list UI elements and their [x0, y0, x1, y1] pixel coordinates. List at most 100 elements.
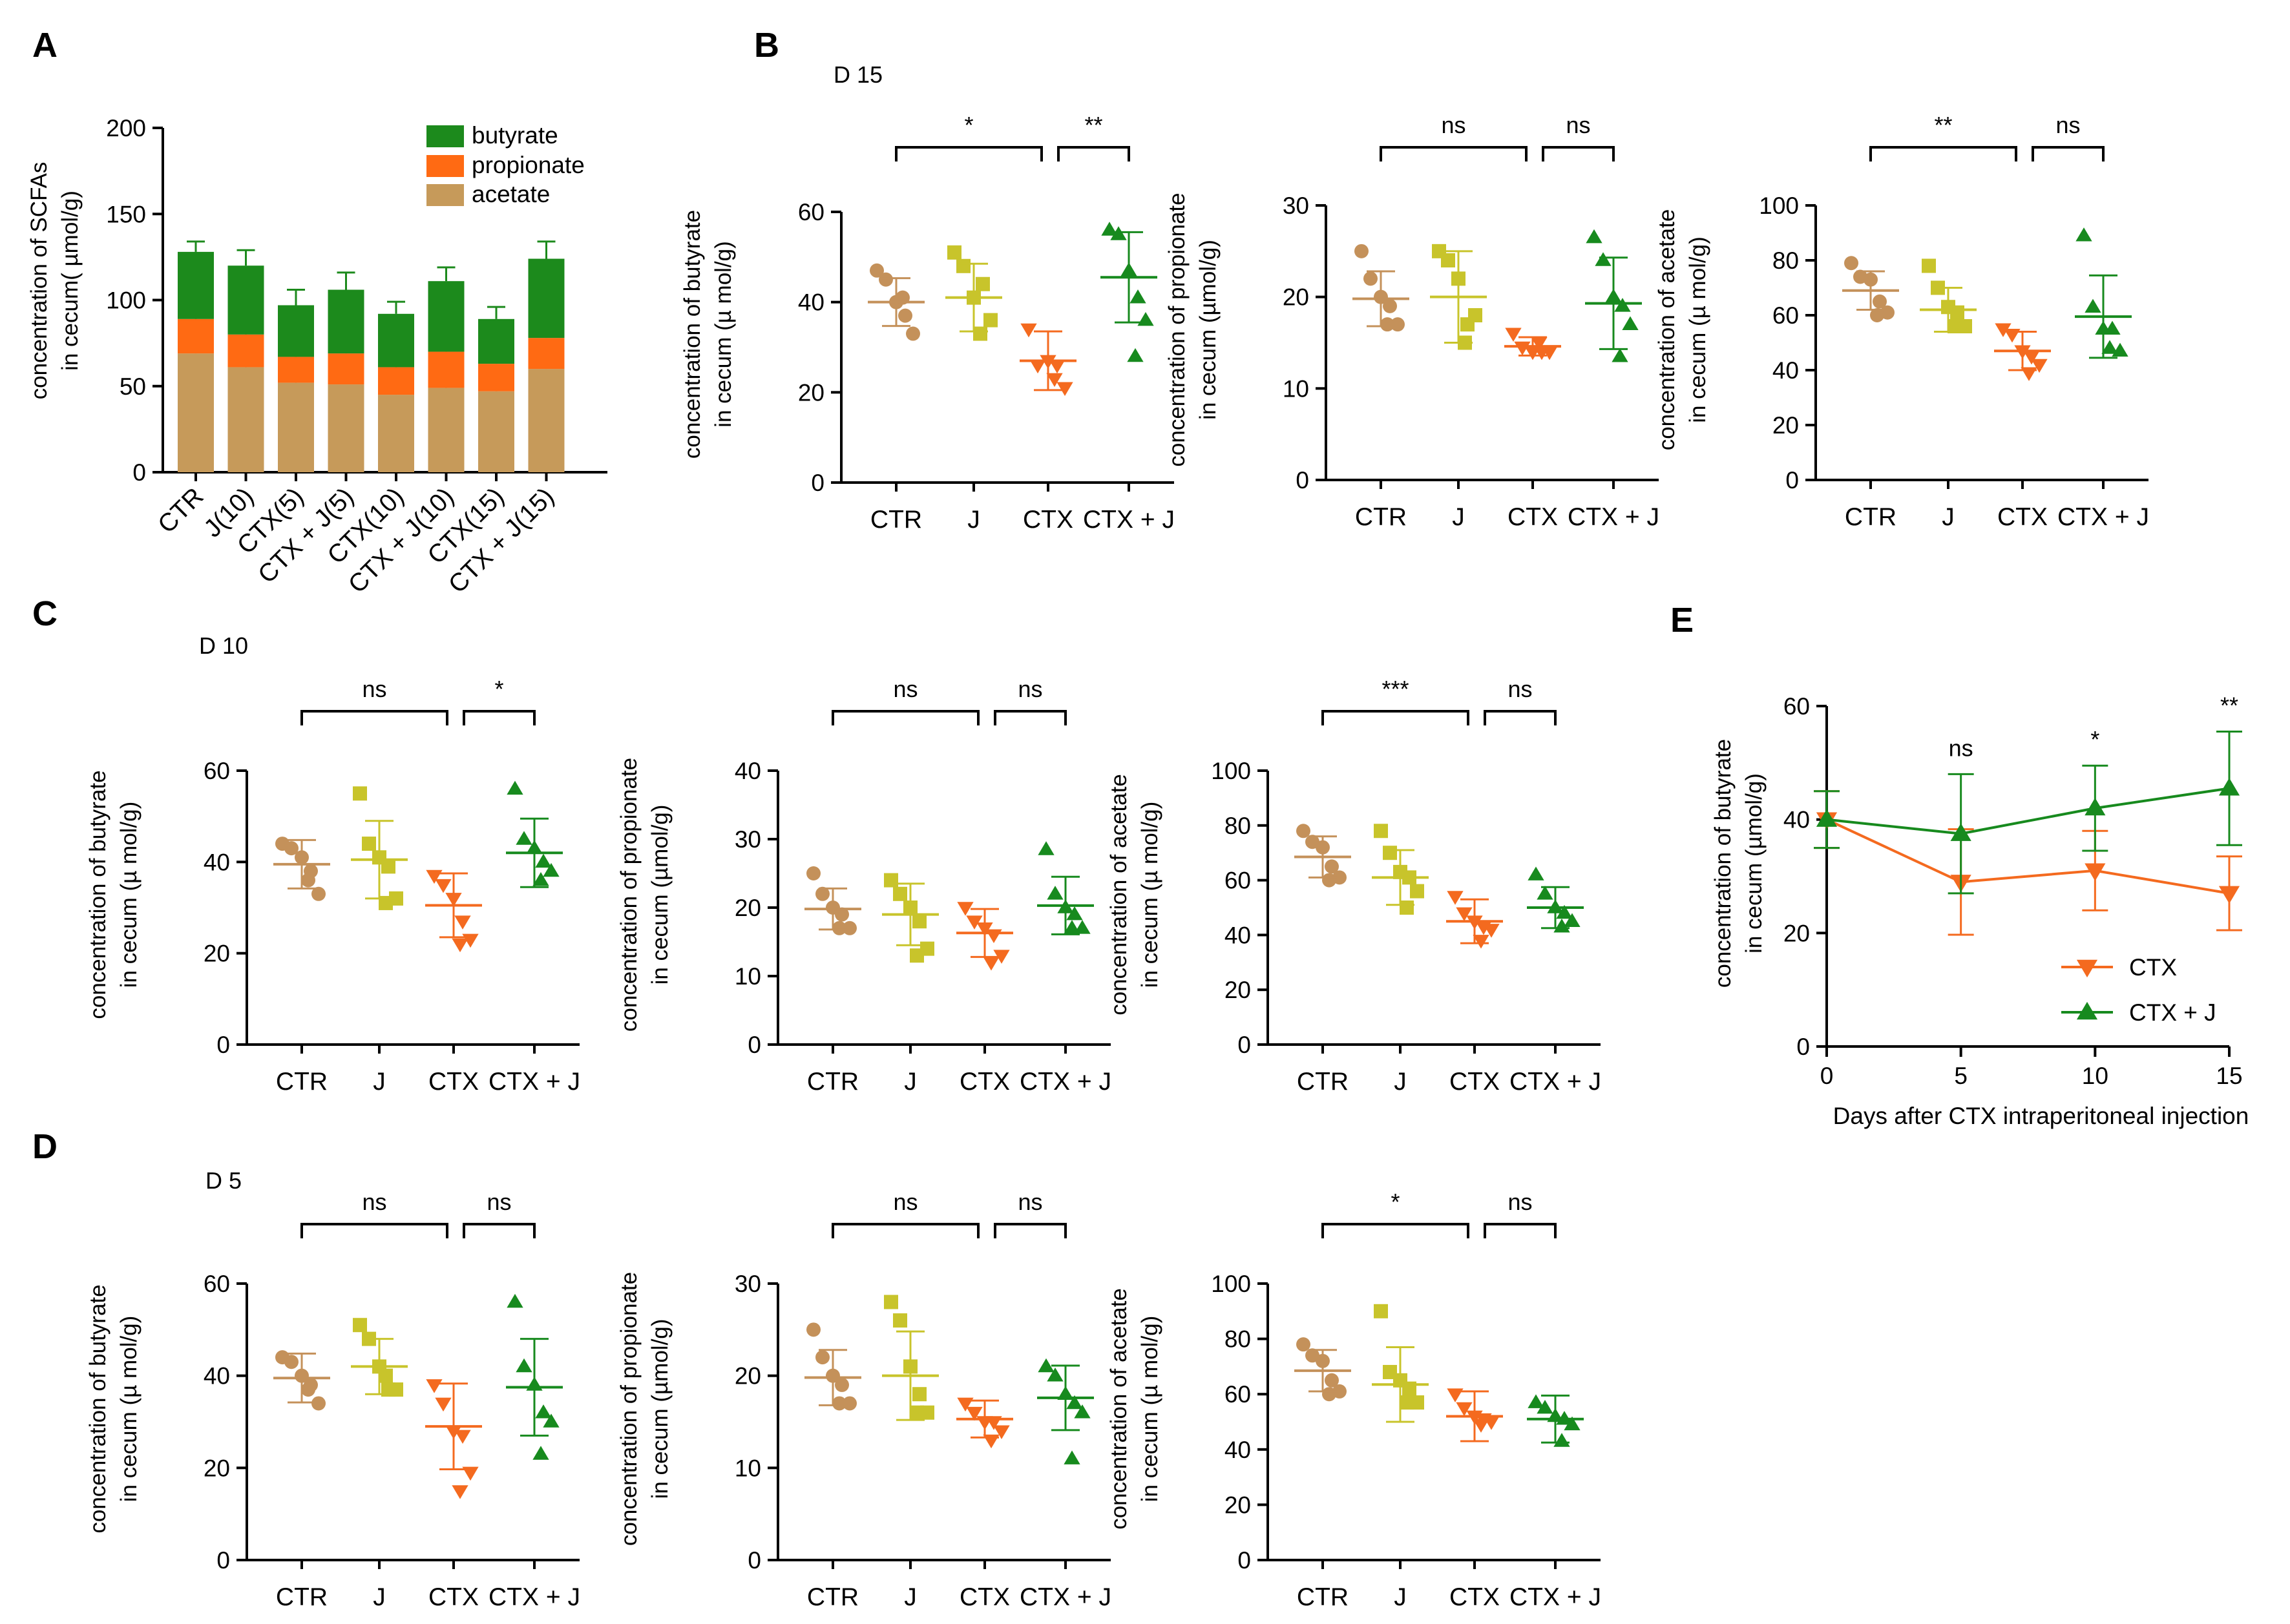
x-tick-label: CTR: [276, 1068, 328, 1096]
x-tick-label: CTX + J: [488, 1583, 580, 1611]
y-tick-label: 100: [106, 287, 146, 314]
data-point: [1531, 337, 1548, 351]
data-point: [1374, 824, 1388, 838]
x-tick-label: CTX: [1997, 503, 2048, 531]
y-tick-label: 0: [1296, 467, 1309, 494]
y-tick-label: 20: [1783, 920, 1810, 946]
data-point: [353, 786, 367, 801]
chart-panel-b3: 0 20 40 60 80 100 concentration of acetate in c…: [1654, 112, 2149, 531]
y-tick-label: 0: [1237, 1547, 1251, 1574]
data-point: [1047, 886, 1064, 900]
y-tick-label: 0: [748, 1547, 761, 1574]
data-point: [983, 313, 998, 328]
y-axis-label: in cecum (µ mol/g): [1137, 802, 1162, 988]
x-tick-label: CTR: [152, 483, 209, 539]
data-point: [362, 837, 376, 851]
data-point: [893, 1313, 907, 1328]
data-point: [389, 1382, 403, 1397]
x-tick-label: CTR: [807, 1583, 859, 1611]
x-tick-label: 10: [2082, 1063, 2108, 1089]
significance-label: **: [1084, 112, 1102, 138]
data-point: [1374, 1304, 1388, 1318]
data-point: [815, 886, 830, 901]
significance-bracket: [1057, 146, 1130, 161]
data-point: [906, 326, 920, 341]
y-tick-label: 20: [1772, 412, 1799, 439]
significance-label: ns: [362, 1189, 386, 1215]
significance-label: *: [964, 112, 973, 138]
data-point: [1473, 935, 1489, 949]
significance-bracket: [300, 710, 448, 725]
data-point: [532, 1446, 549, 1460]
legend-marker: [2076, 1001, 2098, 1020]
data-point: [1564, 913, 1581, 927]
day-title: D 10: [199, 632, 248, 659]
data-point: [2031, 359, 2048, 373]
x-tick-label: CTX: [1023, 506, 1073, 534]
data-point: [1844, 256, 1858, 271]
data-point: [284, 1355, 299, 1369]
significance-label: ns: [2055, 112, 2080, 138]
legend-label: acetate: [472, 181, 550, 207]
y-tick-label: 100: [1211, 1271, 1251, 1297]
y-tick-label: 10: [735, 963, 761, 990]
y-axis-label: in cecum (µ mol/g): [116, 1316, 142, 1503]
data-point: [1101, 222, 1118, 236]
y-tick-label: 60: [1772, 302, 1799, 329]
panel-label: A: [32, 26, 58, 65]
data-point: [1456, 1402, 1473, 1417]
data-point: [884, 873, 898, 888]
bar-propionate: [528, 338, 565, 370]
legend-label: CTX: [2129, 954, 2177, 981]
data-point: [532, 871, 549, 886]
data-point: [2085, 863, 2106, 881]
y-tick-label: 50: [120, 373, 146, 400]
data-point: [1129, 289, 1146, 304]
data-point: [454, 1430, 471, 1444]
data-point: [353, 1318, 367, 1333]
data-point: [543, 862, 560, 877]
x-tick-label: CTR: [870, 506, 922, 534]
x-tick-label: J: [373, 1068, 386, 1096]
data-point: [301, 1382, 315, 1397]
data-point: [1322, 1387, 1336, 1402]
y-axis-label: concentration of acetate: [1106, 774, 1131, 1015]
data-point: [806, 866, 821, 880]
data-point: [381, 859, 395, 874]
data-point: [912, 1387, 927, 1402]
legend-swatch: [426, 125, 464, 147]
x-tick-label: 0: [1820, 1063, 1834, 1089]
chart-panel-d3: 0 20 40 60 80 100 concentration of acetate in c…: [1106, 1189, 1601, 1611]
significance-label: ***: [1381, 676, 1409, 702]
data-point: [284, 841, 299, 856]
x-tick-label: J: [967, 506, 980, 534]
data-point: [543, 1413, 560, 1428]
chart-panel-d2: 0 10 20 30 concentration of propionate in cec…: [616, 1189, 1111, 1611]
significance-label: ns: [1441, 112, 1465, 138]
data-point: [910, 948, 924, 963]
y-tick-label: 10: [735, 1455, 761, 1481]
y-tick-label: 150: [106, 201, 146, 227]
y-tick-label: 0: [1796, 1034, 1810, 1060]
bar-acetate: [178, 353, 214, 472]
data-point: [957, 902, 974, 916]
data-point: [1066, 906, 1083, 921]
bar-propionate: [178, 318, 214, 354]
y-tick-label: 20: [735, 1363, 761, 1390]
significance-bracket: [832, 1223, 980, 1238]
data-point: [1528, 1394, 1544, 1408]
data-point: [1322, 873, 1336, 888]
x-tick-label: J: [1942, 503, 1955, 531]
data-point: [884, 1295, 898, 1309]
data-point: [2101, 340, 2118, 354]
data-point: [843, 1396, 857, 1411]
data-point: [1029, 359, 1046, 374]
bar-propionate: [428, 351, 465, 388]
bar-acetate: [328, 384, 364, 472]
x-tick-label: CTX + J: [1083, 506, 1175, 534]
data-point: [2023, 350, 2040, 365]
y-tick-label: 40: [1783, 807, 1810, 833]
data-point: [2104, 320, 2121, 335]
data-point: [1595, 252, 1612, 266]
significance-label: ns: [1507, 676, 1532, 702]
